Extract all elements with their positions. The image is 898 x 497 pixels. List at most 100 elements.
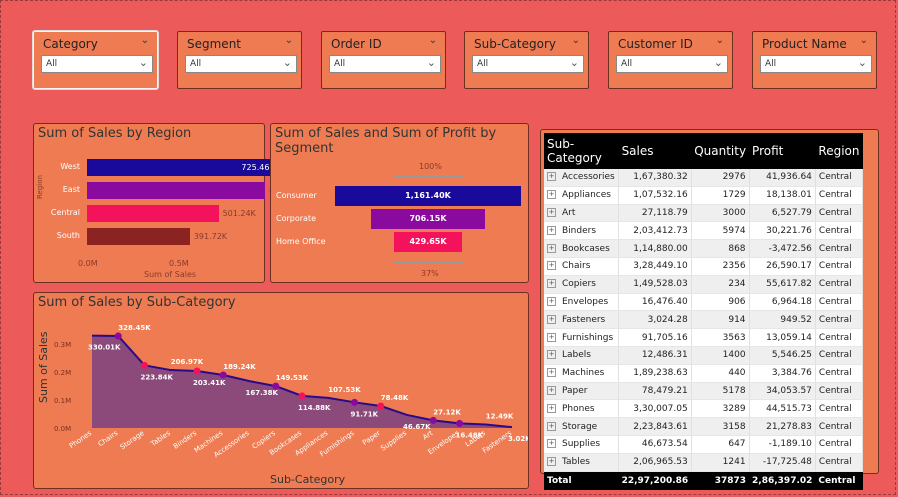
slicer-sub-category[interactable]: Sub-Category ⌄ All ⌄ (464, 31, 589, 89)
table-row[interactable]: + Labels 12,486.31 1400 5,546.25 Central (544, 346, 864, 365)
table-cell: 3000 (691, 204, 750, 223)
table-row[interactable]: + Bookcases 1,14,880.00 868 -3,472.56 Central (544, 239, 864, 258)
bar[interactable] (87, 182, 266, 199)
slicer-customer-id[interactable]: Customer ID ⌄ All ⌄ (608, 31, 733, 89)
table-row[interactable]: + Chairs 3,28,449.10 2356 26,590.17 Central (544, 257, 864, 276)
chevron-down-icon[interactable]: ⌄ (140, 35, 149, 46)
slicer-title: Category (43, 37, 98, 51)
expand-icon[interactable]: + (547, 225, 556, 235)
table-cell: + Envelopes (544, 293, 620, 312)
slicer-category[interactable]: Category ⌄ All ⌄ (32, 30, 159, 90)
table-row[interactable]: + Storage 2,23,843.61 3158 21,278.83 Central (544, 417, 864, 436)
table-cell: 2976 (691, 169, 750, 187)
y-tick: 0.0M (54, 425, 71, 433)
expand-icon[interactable]: + (547, 207, 556, 217)
table-cell: Central (815, 239, 864, 258)
table-cell: + Fasteners (544, 310, 620, 330)
chevron-down-icon: ⌄ (282, 56, 292, 69)
funnel-bar[interactable]: 1,161.40K (335, 186, 521, 206)
expand-icon[interactable]: + (547, 385, 556, 395)
slicer-title: Customer ID (618, 37, 693, 51)
region-chart-panel[interactable]: Sum of Sales by Region Region West 725.46… (33, 123, 302, 283)
expand-icon[interactable]: + (547, 350, 556, 360)
chevron-down-icon[interactable]: ⌄ (284, 35, 293, 46)
table-row[interactable]: + Supplies 46,673.54 647 -1,189.10 Central (544, 435, 864, 454)
slicer-value: All (190, 59, 202, 69)
chevron-down-icon[interactable]: ⌄ (859, 35, 868, 46)
table-cell: Central (815, 169, 864, 187)
expand-icon[interactable]: + (547, 439, 556, 449)
slicer-value: All (46, 59, 58, 69)
table-row[interactable]: + Binders 2,03,412.73 5974 30,221.76 Central (544, 221, 864, 241)
column-header[interactable]: Sub-Category (544, 133, 619, 169)
table-row[interactable]: + Accessories 1,67,380.32 2976 41,936.64 Cent… (544, 169, 864, 187)
subcategory-chart-panel[interactable]: Sum of Sales by Sub-Category 0.0M 0.1M 0.2… (33, 292, 529, 489)
table-cell: + Phones (544, 399, 620, 419)
table-row[interactable]: + Envelopes 16,476.40 906 6,964.18 Central (544, 293, 864, 312)
table-row[interactable]: + Furnishings 91,705.16 3563 13,059.14 Centra… (544, 328, 864, 347)
column-header[interactable]: Sales (618, 133, 692, 169)
total-cell: Central (815, 471, 863, 490)
y-axis-label: Sum of Sales (37, 331, 50, 403)
table-cell: 3158 (691, 417, 750, 436)
table-cell: Central (815, 257, 864, 276)
bar[interactable] (87, 228, 190, 245)
table-row[interactable]: + Machines 1,89,238.63 440 3,384.76 Central (544, 364, 864, 383)
bar[interactable] (87, 205, 219, 222)
column-header[interactable]: Region (815, 133, 863, 169)
slicer-dropdown[interactable]: All ⌄ (185, 55, 297, 73)
data-label: 328.45K (118, 324, 151, 332)
table-row[interactable]: + Fasteners 3,024.28 914 949.52 Central (544, 310, 864, 330)
slicer-order-id[interactable]: Order ID ⌄ All ⌄ (321, 31, 446, 89)
chevron-down-icon[interactable]: ⌄ (571, 35, 580, 46)
data-label: 167.38K (246, 389, 279, 397)
table-cell: 34,053.57 (749, 382, 816, 401)
slicer-title: Sub-Category (474, 37, 556, 51)
slicer-dropdown[interactable]: All ⌄ (616, 55, 728, 73)
slicer-dropdown[interactable]: All ⌄ (329, 55, 441, 73)
table-cell: 91,705.16 (618, 328, 692, 347)
table-row[interactable]: + Art 27,118.79 3000 6,527.79 Central (544, 204, 864, 223)
x-axis-label: Sum of Sales (144, 270, 197, 279)
expand-icon[interactable]: + (547, 421, 556, 431)
table-cell: 2,06,965.53 (618, 453, 692, 472)
table-row[interactable]: + Phones 3,30,007.05 3289 44,515.73 Central (544, 399, 864, 419)
slicer-product-name[interactable]: Product Name ⌄ All ⌄ (752, 31, 877, 89)
slicer-dropdown[interactable]: All ⌄ (760, 55, 872, 73)
expand-icon[interactable]: + (547, 172, 556, 182)
expand-icon[interactable]: + (547, 261, 556, 271)
table-cell: Central (815, 186, 864, 205)
funnel-bar[interactable]: 429.65K (393, 232, 463, 252)
chevron-down-icon[interactable]: ⌄ (715, 35, 724, 46)
slicer-value: All (621, 59, 633, 69)
expand-icon[interactable]: + (547, 368, 556, 378)
expand-icon[interactable]: + (547, 403, 556, 413)
segment-chart-panel[interactable]: Sum of Sales and Sum of Profit by Segmen… (270, 123, 529, 283)
table-cell: 5974 (691, 221, 750, 241)
expand-icon[interactable]: + (547, 296, 556, 306)
table-row[interactable]: + Paper 78,479.21 5178 34,053.57 Central (544, 382, 864, 401)
expand-icon[interactable]: + (547, 457, 556, 467)
x-tick: Phones (68, 429, 94, 450)
expand-icon[interactable]: + (547, 314, 556, 324)
table-cell: + Bookcases (544, 239, 620, 258)
expand-icon[interactable]: + (547, 243, 556, 253)
table-row[interactable]: + Tables 2,06,965.53 1241 -17,725.48 Central (544, 453, 864, 472)
column-header[interactable]: Profit (749, 133, 816, 169)
bar[interactable] (87, 159, 278, 176)
table-row[interactable]: + Appliances 1,07,532.16 1729 18,138.01 Centr… (544, 186, 864, 205)
chevron-down-icon[interactable]: ⌄ (428, 35, 437, 46)
column-header[interactable]: Quantity (691, 133, 750, 169)
expand-icon[interactable]: + (547, 279, 556, 289)
table-cell: + Chairs (544, 257, 620, 276)
expand-icon[interactable]: + (547, 190, 556, 200)
slicer-segment[interactable]: Segment ⌄ All ⌄ (177, 31, 302, 89)
y-tick: 0.3M (54, 341, 71, 349)
data-table[interactable]: Sub-Category Sales Quantity Profit Region + Ac… (544, 133, 864, 490)
expand-icon[interactable]: + (547, 332, 556, 342)
slicer-dropdown[interactable]: All ⌄ (472, 55, 584, 73)
table-row[interactable]: + Copiers 1,49,528.03 234 55,617.82 Central (544, 275, 864, 294)
table-cell: + Storage (544, 417, 620, 436)
slicer-dropdown[interactable]: All ⌄ (41, 55, 153, 73)
funnel-bar[interactable]: 706.15K (371, 209, 485, 229)
